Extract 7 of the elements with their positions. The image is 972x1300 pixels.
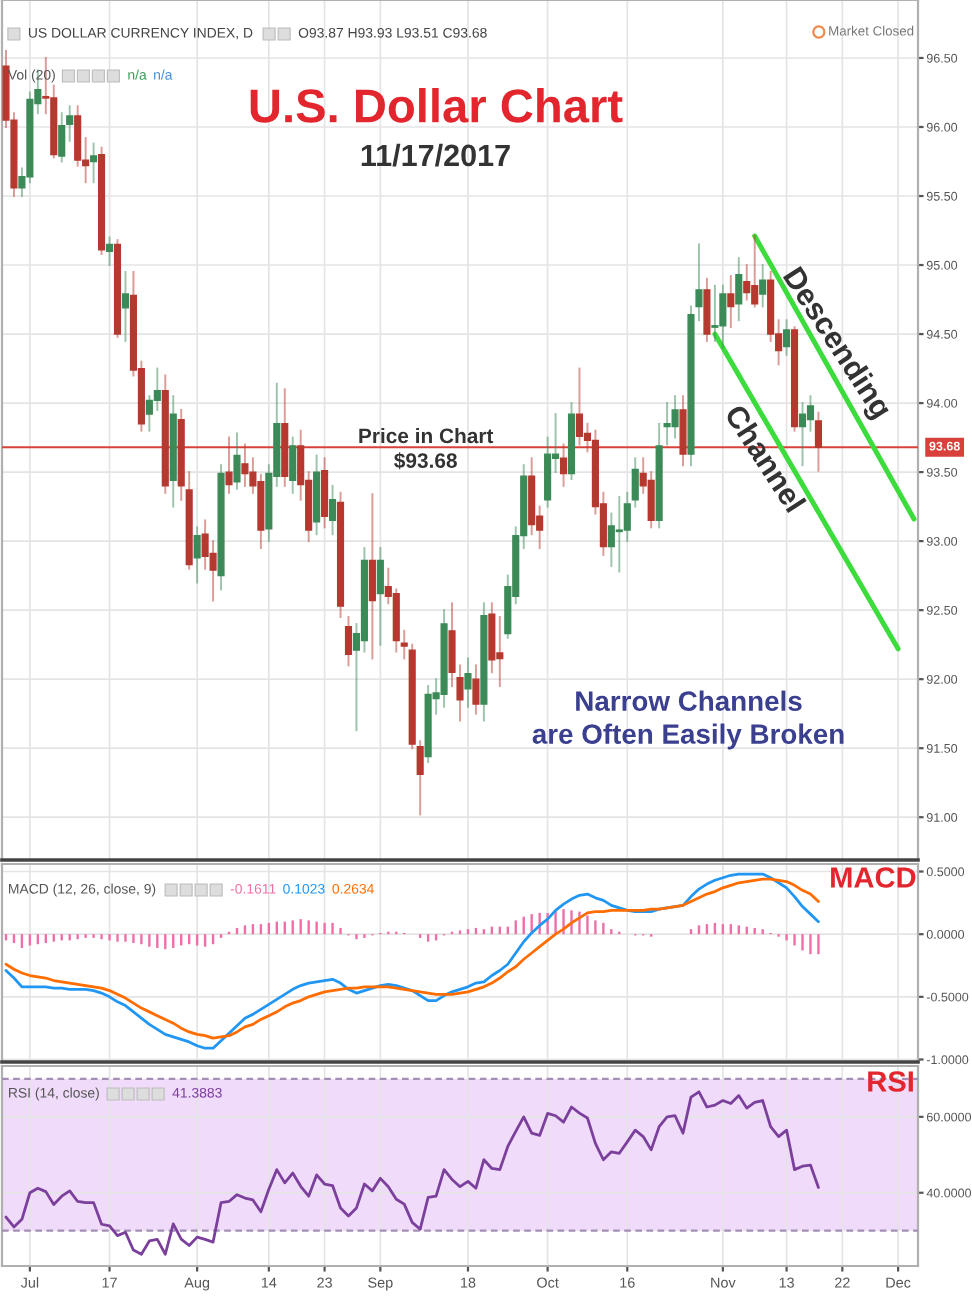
annotation: Narrow Channels are Often Easily Broken bbox=[532, 690, 844, 750]
line-series bbox=[4, 1090, 820, 1256]
text: 11/17/2017 bbox=[361, 143, 510, 167]
annotation: MACD bbox=[831, 867, 916, 888]
annotation: RSI bbox=[868, 1071, 913, 1092]
text: U.S. Dollar Chart bbox=[250, 87, 623, 123]
annotation: Price in Chart $93.68 bbox=[359, 427, 494, 470]
